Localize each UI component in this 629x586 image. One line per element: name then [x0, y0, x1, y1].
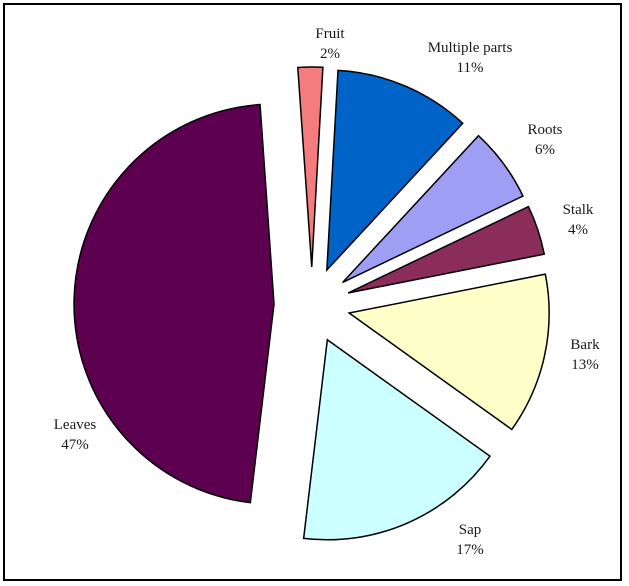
- pie-slice-sap: [302, 338, 491, 541]
- pie-slice-stalk: [347, 205, 546, 294]
- slice-label-fruit: Fruit: [315, 26, 345, 42]
- slice-percent-stalk: 4%: [568, 222, 588, 238]
- slice-label-stalk: Stalk: [563, 202, 594, 218]
- pie-slice-fruit: [296, 66, 324, 268]
- slice-label-leaves: Leaves: [54, 417, 97, 433]
- slice-percent-roots: 6%: [535, 142, 555, 158]
- slice-percent-leaves: 47%: [61, 437, 89, 453]
- pie-slice-leaves: [73, 103, 275, 504]
- slice-percent-bark: 13%: [571, 357, 599, 373]
- slice-percent-fruit: 2%: [320, 46, 340, 62]
- slice-label-roots: Roots: [527, 122, 562, 138]
- pie-slice-multiple-parts: [325, 69, 464, 273]
- slice-label-bark: Bark: [570, 337, 600, 353]
- slice-percent-sap: 17%: [456, 542, 484, 558]
- slice-label-multiple-parts: Multiple parts: [428, 40, 513, 56]
- slice-label-sap: Sap: [459, 522, 482, 538]
- pie-slice-bark: [347, 273, 550, 431]
- slice-percent-multiple-parts: 11%: [457, 60, 484, 76]
- pie-slice-roots: [342, 134, 524, 284]
